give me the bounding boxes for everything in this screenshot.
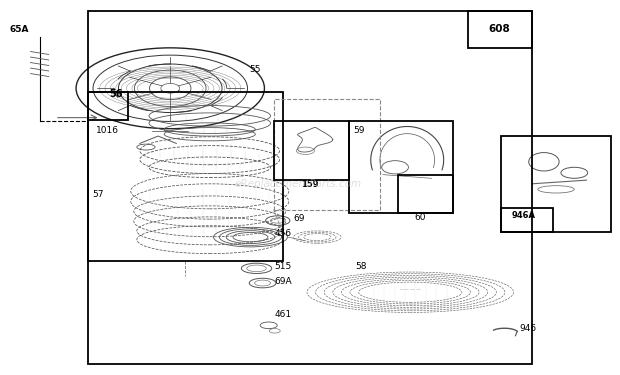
Bar: [88, 92, 128, 120]
Text: 58: 58: [355, 262, 367, 271]
Text: 65A: 65A: [9, 25, 29, 34]
Text: 515: 515: [275, 262, 292, 271]
Bar: [502, 136, 611, 232]
Text: ~~~~: ~~~~: [399, 287, 422, 293]
Text: 55: 55: [249, 65, 261, 74]
Bar: [350, 122, 453, 213]
Text: 159: 159: [301, 180, 319, 189]
Text: 57: 57: [92, 190, 104, 200]
Text: 60: 60: [415, 213, 426, 222]
Text: 608: 608: [489, 24, 510, 34]
Bar: [273, 122, 350, 180]
Text: 56: 56: [110, 89, 123, 99]
Bar: [88, 11, 532, 364]
Text: 946A: 946A: [512, 210, 536, 219]
Text: 59: 59: [354, 126, 365, 135]
Bar: [273, 99, 380, 210]
Text: eReplacementParts.com: eReplacementParts.com: [234, 179, 361, 189]
Text: 69: 69: [293, 214, 304, 223]
Bar: [468, 11, 532, 48]
Text: 461: 461: [275, 310, 292, 319]
Text: 456: 456: [275, 229, 292, 238]
Text: 69A: 69A: [275, 277, 293, 286]
Text: 946: 946: [520, 324, 537, 333]
Bar: [502, 208, 553, 232]
Bar: [398, 175, 453, 213]
Text: 1016: 1016: [96, 126, 119, 135]
Bar: [88, 92, 283, 261]
